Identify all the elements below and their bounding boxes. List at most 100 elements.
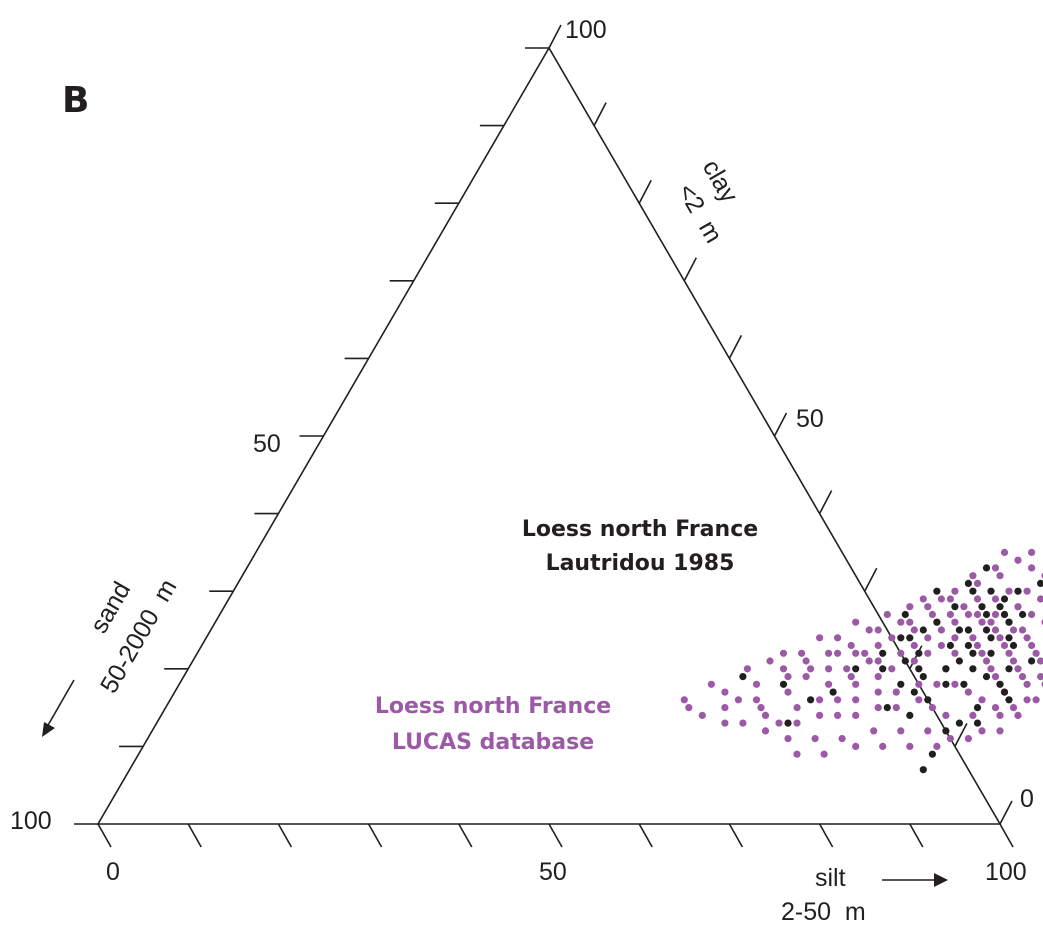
bottom-tick — [638, 823, 653, 848]
lucas-point — [946, 595, 955, 603]
lucas-point — [1005, 587, 1013, 595]
lucas-point — [906, 603, 914, 611]
lautridou-point — [987, 634, 995, 642]
lautridou-point — [1009, 641, 1018, 650]
lautridou-point — [964, 626, 973, 634]
lucas-point — [973, 641, 982, 650]
lucas-point — [816, 711, 824, 720]
lucas-point — [685, 704, 693, 712]
lautridou-point — [924, 696, 932, 704]
lautridou-point — [1028, 657, 1036, 665]
bottom-tick — [548, 823, 563, 848]
lucas-point — [1023, 680, 1031, 688]
lucas-point — [991, 673, 1000, 681]
lucas-point — [924, 727, 932, 735]
annotation-lucas-line1: Loess north France — [375, 694, 611, 719]
lucas-point — [1018, 626, 1027, 634]
lucas-point — [874, 657, 882, 665]
lucas-point — [1032, 649, 1040, 657]
lautridou-point — [987, 649, 995, 657]
bottom-tick-label-50: 50 — [539, 858, 567, 886]
lautridou-point — [915, 665, 923, 673]
lautridou-point — [879, 665, 887, 673]
lucas-point — [847, 673, 855, 681]
lucas-point — [978, 727, 986, 735]
lautridou-point — [1019, 610, 1027, 619]
lautridou-point — [1005, 696, 1013, 704]
lucas-point — [897, 649, 905, 657]
lucas-point — [698, 711, 706, 720]
lucas-point — [951, 634, 959, 642]
lucas-point — [991, 564, 1000, 572]
lucas-point — [996, 711, 1004, 720]
lucas-point — [951, 649, 959, 657]
left-axis-arrow — [42, 679, 75, 737]
lucas-point — [1028, 548, 1036, 557]
lucas-point — [996, 634, 1004, 642]
bottom-tick — [367, 823, 383, 848]
bottom-axis-arrow — [882, 873, 948, 887]
right-tick — [999, 800, 1013, 825]
lautridou-point — [933, 618, 941, 626]
lucas-point — [784, 735, 792, 743]
lucas-point — [910, 657, 918, 665]
lucas-point — [951, 587, 959, 595]
lautridou-point — [928, 750, 937, 758]
lucas-point — [852, 618, 860, 626]
lautridou-point — [1014, 587, 1022, 595]
lucas-point — [811, 735, 819, 743]
lucas-point — [802, 657, 810, 665]
bottom-tick-label-100: 100 — [985, 858, 1027, 886]
lucas-point — [707, 680, 716, 688]
lautridou-point — [779, 680, 788, 688]
lucas-point — [888, 665, 896, 673]
right-tick — [638, 179, 652, 204]
lucas-point — [991, 595, 1000, 603]
lucas-point — [964, 610, 973, 619]
lautridou-point — [919, 626, 927, 634]
lucas-point — [874, 641, 882, 650]
lautridou-point — [906, 711, 914, 720]
lucas-point — [874, 626, 882, 634]
lucas-point — [991, 704, 1000, 712]
lucas-point — [906, 742, 914, 751]
bottom-tick — [999, 823, 1014, 848]
lucas-point — [834, 696, 842, 704]
lucas-point — [834, 711, 842, 720]
lautridou-point — [915, 649, 923, 657]
lucas-point — [937, 595, 946, 603]
lucas-point — [964, 688, 973, 696]
lucas-point — [784, 673, 792, 681]
lucas-point — [802, 673, 810, 681]
lucas-point — [838, 735, 846, 743]
lucas-point — [1014, 665, 1022, 673]
lautridou-point — [955, 626, 964, 634]
lucas-point — [779, 665, 788, 673]
bottom-tick — [97, 823, 112, 848]
lucas-point — [969, 711, 977, 720]
lautridou-point — [829, 688, 837, 696]
bottom-axis-unit: 2-50 m — [781, 898, 866, 926]
right-tick-label-100: 100 — [565, 16, 607, 44]
right-tick — [954, 723, 968, 747]
lucas-point — [946, 735, 955, 743]
lucas-point — [865, 626, 873, 634]
lautridou-point — [973, 719, 982, 727]
lautridou-point — [987, 587, 995, 595]
lautridou-point — [942, 665, 950, 673]
lucas-point — [825, 665, 833, 673]
lautridou-point — [883, 704, 891, 712]
lautridou-point — [739, 673, 747, 681]
right-tick — [863, 567, 878, 592]
lucas-point — [991, 626, 1000, 634]
lautridou-point — [982, 673, 991, 681]
lautridou-point — [1005, 665, 1013, 673]
lucas-point — [1032, 696, 1040, 704]
lucas-point — [892, 704, 900, 712]
lucas-point — [987, 665, 995, 673]
lucas-point — [973, 610, 982, 619]
lucas-point — [910, 641, 918, 650]
lucas-point — [978, 696, 986, 704]
lucas-point — [761, 727, 770, 735]
